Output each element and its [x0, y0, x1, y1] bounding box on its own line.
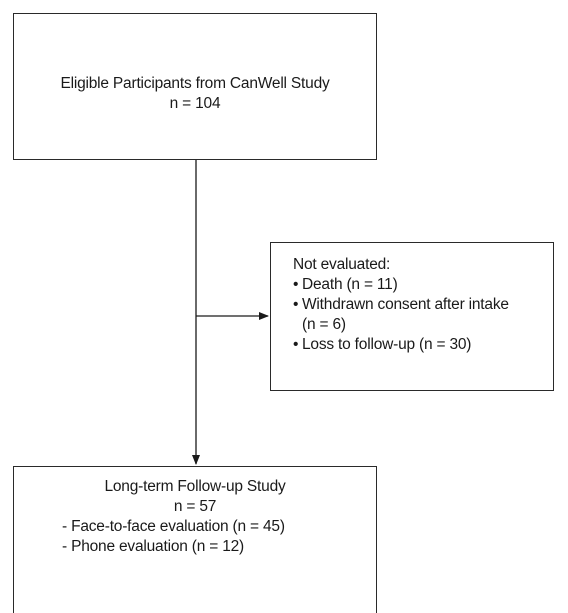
follow-up-item-phone: - Phone evaluation (n = 12)	[62, 538, 245, 555]
exclusion-item-label: Death (n = 11)	[302, 276, 398, 293]
bullet-icon: •	[293, 296, 299, 313]
exclusion-item-withdrawn-count: (n = 6)	[302, 316, 346, 333]
eligible-participants-count: n = 104	[169, 94, 221, 112]
exclusion-item-withdrawn: • Withdrawn consent after intake	[293, 295, 543, 315]
exclusion-item-loss: • Loss to follow-up (n = 30)	[293, 335, 543, 355]
exclusion-item-death: • Death (n = 11)	[293, 275, 543, 295]
follow-up-item-face-to-face: - Face-to-face evaluation (n = 45)	[62, 518, 285, 535]
follow-up-study-title: Long-term Follow-up Study	[104, 478, 286, 495]
exclusion-item-label: Withdrawn consent after intake	[302, 296, 509, 313]
exclusion-item-label: Loss to follow-up (n = 30)	[302, 336, 472, 353]
bullet-icon: •	[293, 276, 299, 293]
not-evaluated-box: Not evaluated: • Death (n = 11) • Withdr…	[270, 242, 554, 391]
follow-up-study-box: Long-term Follow-up Study n = 57 - Face-…	[13, 466, 377, 613]
eligible-participants-box: Eligible Participants from CanWell Study…	[13, 13, 377, 160]
not-evaluated-header: Not evaluated:	[293, 256, 391, 273]
follow-up-study-count: n = 57	[173, 498, 217, 515]
eligible-participants-title: Eligible Participants from CanWell Study	[60, 74, 330, 92]
bullet-icon: •	[293, 336, 299, 353]
